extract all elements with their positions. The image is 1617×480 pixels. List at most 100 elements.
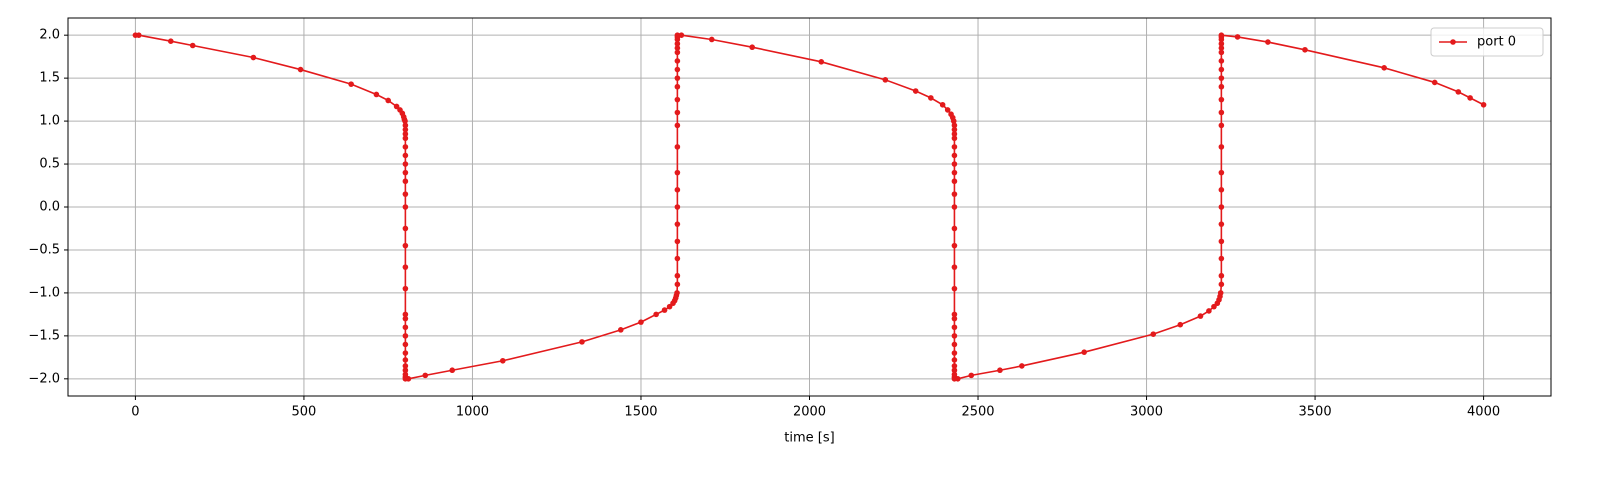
y-tick-label: −1.5	[28, 328, 60, 343]
series-marker	[402, 363, 409, 369]
series-marker	[939, 101, 946, 108]
series-marker	[422, 372, 429, 379]
series-marker	[674, 281, 681, 288]
series-marker	[402, 315, 409, 322]
series-marker	[402, 126, 409, 133]
series-marker	[167, 38, 174, 44]
x-axis-label: time [s]	[784, 431, 834, 446]
series-marker	[393, 103, 400, 110]
series-marker	[951, 311, 958, 318]
series-marker	[1218, 66, 1225, 73]
series-marker	[402, 135, 409, 142]
series-marker	[968, 372, 975, 379]
series-marker	[1381, 65, 1387, 71]
series-marker	[951, 242, 958, 249]
series-marker	[951, 333, 958, 339]
series-marker	[402, 357, 409, 363]
x-tick-label: 1500	[624, 405, 657, 420]
series-marker	[674, 144, 681, 150]
y-tick-label: −1.0	[28, 285, 60, 300]
series-marker	[951, 191, 958, 197]
series-marker	[250, 54, 257, 61]
y-tick-label: 0.0	[39, 200, 60, 215]
series-marker	[912, 88, 919, 94]
series-marker	[1206, 308, 1212, 314]
series-marker	[1218, 83, 1225, 90]
series-marker	[617, 327, 624, 333]
series-marker	[135, 32, 142, 38]
series-marker	[1218, 75, 1225, 81]
series-marker	[1218, 221, 1225, 227]
series-marker	[1019, 363, 1025, 369]
series-marker	[674, 122, 681, 129]
x-tick-label: 2000	[793, 405, 826, 420]
series-marker	[402, 169, 409, 176]
series-marker	[951, 169, 958, 176]
series-marker	[402, 285, 409, 292]
series-marker	[348, 81, 354, 87]
series-marker	[1218, 204, 1225, 210]
y-tick-label: 0.5	[39, 157, 60, 172]
series-marker	[674, 66, 681, 73]
series-marker	[951, 135, 958, 142]
series-marker	[449, 367, 456, 374]
series-marker	[1218, 40, 1225, 47]
series-marker	[661, 307, 668, 313]
series-marker	[1197, 313, 1204, 319]
series-marker	[1218, 58, 1225, 64]
series-marker	[402, 242, 409, 249]
series-marker	[928, 95, 934, 101]
series-marker	[951, 341, 958, 348]
series-marker	[950, 118, 957, 124]
series-marker	[674, 49, 681, 56]
series-line	[135, 34, 1484, 380]
series-marker	[666, 303, 673, 310]
series-marker	[402, 144, 409, 150]
series-marker	[674, 45, 681, 51]
series-marker	[951, 264, 958, 270]
series-marker	[674, 272, 681, 279]
series-marker	[951, 350, 958, 356]
series-marker	[951, 144, 958, 150]
series-marker	[1218, 255, 1225, 262]
series-marker	[402, 178, 409, 185]
series-marker	[1218, 96, 1225, 103]
series-marker	[951, 367, 958, 374]
series-marker	[674, 109, 681, 116]
series-marker	[882, 77, 889, 83]
series-marker	[1431, 79, 1438, 86]
series-marker	[951, 315, 958, 322]
y-tick-label: 1.5	[39, 71, 60, 86]
series-marker	[951, 131, 958, 137]
series-marker	[951, 161, 958, 167]
series-marker	[674, 238, 681, 245]
series-marker	[944, 107, 951, 113]
series-marker	[674, 204, 681, 210]
legend-box	[1430, 27, 1544, 57]
series-marker	[402, 152, 409, 159]
series-marker	[1218, 187, 1225, 193]
series-marker	[402, 350, 409, 356]
series-marker	[951, 363, 958, 369]
x-tick-label: 2500	[961, 405, 994, 420]
series-marker	[951, 178, 958, 185]
series-marker	[674, 96, 681, 103]
series-marker	[951, 357, 958, 363]
series-marker	[1302, 46, 1308, 53]
series-marker	[402, 118, 408, 124]
series-marker	[1177, 321, 1184, 328]
x-tick-label: 500	[292, 405, 317, 420]
series-marker	[402, 264, 409, 270]
series-marker	[1218, 144, 1225, 150]
series-marker	[955, 376, 961, 382]
series-marker	[674, 83, 681, 90]
series-marker	[402, 225, 409, 232]
y-tick-label: 2.0	[39, 28, 60, 43]
series-marker	[1218, 169, 1225, 176]
series-marker	[402, 161, 409, 167]
series-marker	[818, 59, 825, 65]
x-tick-label: 3000	[1130, 405, 1163, 420]
series-marker	[674, 187, 681, 193]
series-marker	[674, 221, 681, 227]
